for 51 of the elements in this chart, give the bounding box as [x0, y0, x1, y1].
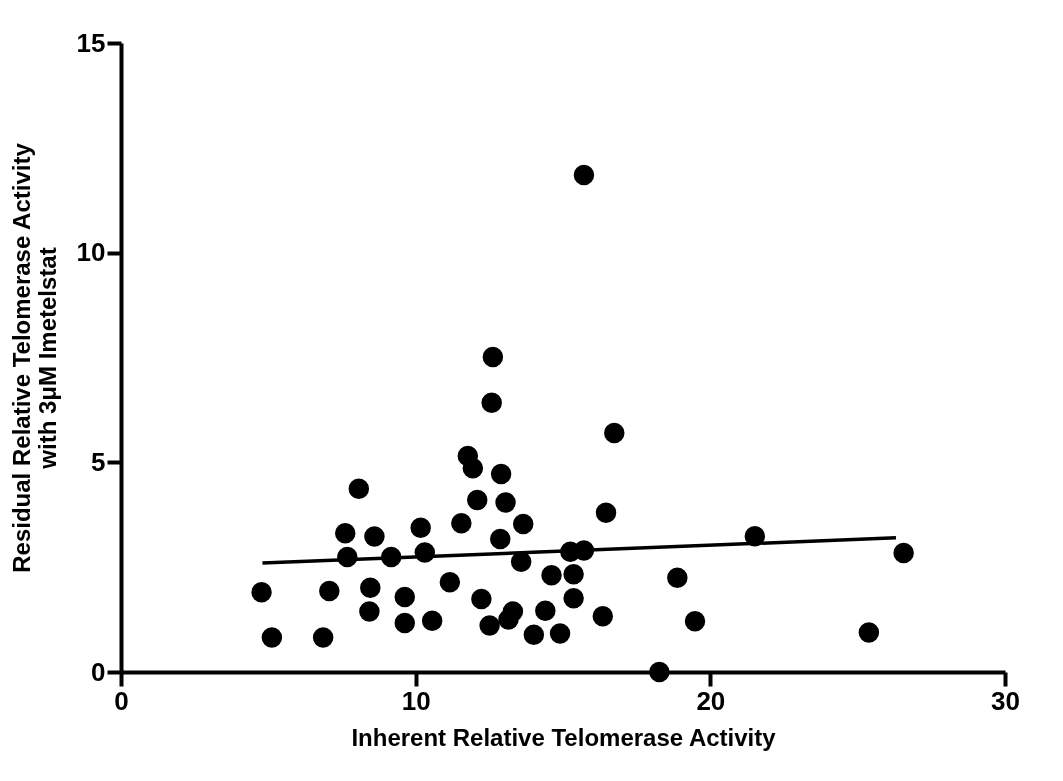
x-axis-title: Inherent Relative Telomerase Activity: [351, 723, 777, 751]
point: [462, 457, 484, 479]
point: [495, 492, 516, 513]
point: [359, 601, 380, 622]
point: [364, 526, 385, 547]
point: [541, 564, 562, 586]
point: [479, 615, 500, 636]
point: [489, 528, 511, 550]
point: [360, 577, 381, 598]
point: [893, 542, 914, 564]
point: [535, 600, 556, 621]
y-tick-label: 5: [91, 446, 106, 477]
point: [467, 489, 488, 511]
point: [858, 622, 880, 643]
point: [394, 586, 416, 608]
point: [439, 572, 461, 593]
point: [595, 502, 617, 523]
x-tick-label: 20: [696, 685, 726, 716]
x-tick-label: 30: [991, 685, 1020, 716]
point: [667, 567, 688, 588]
point: [490, 463, 512, 485]
point: [451, 512, 472, 534]
point: [549, 623, 571, 644]
point: [563, 587, 584, 609]
point: [319, 580, 340, 602]
point: [394, 612, 416, 634]
point: [251, 582, 272, 603]
point: [471, 588, 492, 610]
point: [512, 513, 534, 535]
point: [684, 611, 706, 632]
y-tick-label: 0: [91, 656, 106, 687]
y-tick-label: 15: [76, 27, 106, 58]
x-tick-label: 0: [114, 685, 129, 716]
point: [312, 627, 334, 648]
point: [421, 610, 443, 632]
point: [482, 346, 504, 368]
point: [573, 164, 595, 186]
point: [481, 392, 502, 414]
x-tick-label: 10: [401, 685, 431, 716]
point: [498, 609, 519, 630]
point: [523, 624, 545, 645]
y-axis-title: Residual Relative Telomerase Activity with 3μM Imetelstat: [7, 142, 61, 573]
point: [563, 564, 584, 585]
point: [592, 606, 614, 627]
point: [261, 627, 283, 648]
point: [348, 478, 370, 499]
point: [334, 522, 356, 544]
point: [604, 422, 625, 444]
point: [410, 517, 431, 538]
point: [649, 661, 670, 683]
y-tick-label: 10: [76, 237, 106, 268]
